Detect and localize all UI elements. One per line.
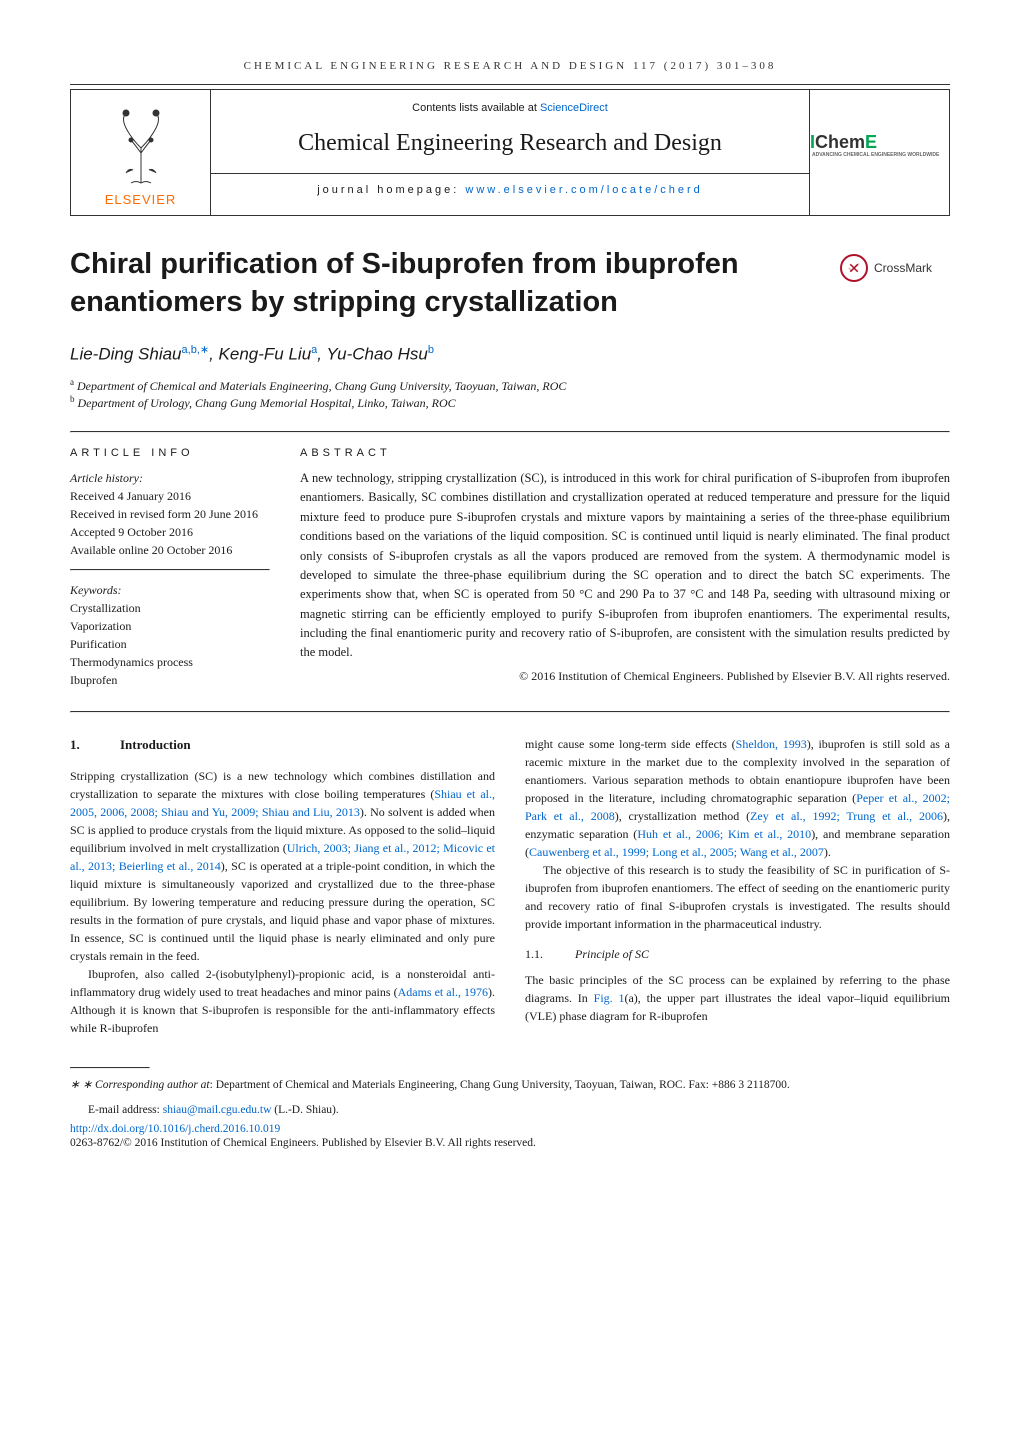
running-head: CHEMICAL ENGINEERING RESEARCH AND DESIGN…	[70, 60, 950, 84]
journal-name: Chemical Engineering Research and Design	[211, 122, 809, 173]
aff-b-text: Department of Urology, Chang Gung Memori…	[75, 396, 456, 410]
title-row: Chiral purification of S-ibuprofen from …	[70, 246, 950, 321]
abstract-copyright: © 2016 Institution of Chemical Engineers…	[300, 669, 950, 684]
elsevier-label: ELSEVIER	[105, 192, 177, 207]
icheme-logo-cell: IChemEADVANCING CHEMICAL ENGINEERING WOR…	[809, 90, 949, 215]
accepted: Accepted 9 October 2016	[70, 523, 270, 541]
icheme-e: E	[865, 132, 877, 152]
ref-adams[interactable]: Adams et al., 1976	[398, 985, 488, 999]
received: Received 4 January 2016	[70, 487, 270, 505]
icheme-logo: IChemEADVANCING CHEMICAL ENGINEERING WOR…	[810, 132, 949, 174]
section-1-title: Introduction	[120, 735, 191, 755]
email-line: E-mail address: shiau@mail.cgu.edu.tw (L…	[70, 1102, 950, 1119]
sciencedirect-link[interactable]: ScienceDirect	[540, 102, 608, 114]
icheme-sub: ADVANCING CHEMICAL ENGINEERING WORLDWIDE	[812, 153, 939, 158]
author-2: , Keng-Fu Liu	[209, 345, 311, 364]
subsection-1-1: 1.1. Principle of SC	[525, 945, 950, 963]
abstract-col: ABSTRACT A new technology, stripping cry…	[300, 447, 950, 689]
info-abstract-row: ARTICLE INFO Article history: Received 4…	[70, 447, 950, 689]
header-rule	[70, 84, 950, 85]
page: CHEMICAL ENGINEERING RESEARCH AND DESIGN…	[0, 0, 1020, 1209]
article-info-heading: ARTICLE INFO	[70, 447, 270, 459]
author-3: , Yu-Chao Hsu	[317, 345, 428, 364]
email-link[interactable]: shiau@mail.cgu.edu.tw	[163, 1104, 272, 1116]
author-3-sup[interactable]: b	[428, 344, 434, 356]
contents-prefix: Contents lists available at	[412, 102, 540, 114]
para-2-left: Ibuprofen, also called 2-(isobutylphenyl…	[70, 965, 495, 1037]
kw3: Purification	[70, 635, 270, 653]
affiliations: a Department of Chemical and Materials E…	[70, 377, 950, 411]
affiliation-a: a Department of Chemical and Materials E…	[70, 377, 950, 394]
aff-a-text: Department of Chemical and Materials Eng…	[74, 379, 566, 393]
crossmark-label: CrossMark	[874, 261, 932, 275]
email-label: E-mail address:	[88, 1104, 163, 1116]
ref-fig1[interactable]: Fig. 1	[594, 991, 625, 1005]
ref-sheldon[interactable]: Sheldon, 1993	[736, 737, 807, 751]
sub-1-1-title: Principle of SC	[575, 945, 649, 963]
info-divider-top	[70, 431, 950, 433]
kw4: Thermodynamics process	[70, 653, 270, 671]
elsevier-tree-icon	[101, 98, 181, 188]
kw2: Vaporization	[70, 617, 270, 635]
contents-line: Contents lists available at ScienceDirec…	[211, 90, 809, 122]
corr-label: ∗ Corresponding author at	[83, 1079, 210, 1091]
kw5: Ibuprofen	[70, 671, 270, 689]
history-label: Article history:	[70, 469, 270, 487]
ref-zey[interactable]: Zey et al., 1992; Trung et al., 2006	[750, 809, 943, 823]
homepage-prefix: journal homepage:	[317, 184, 465, 196]
kw1: Crystallization	[70, 599, 270, 617]
para-1: Stripping crystallization (SC) is a new …	[70, 767, 495, 965]
journal-center: Contents lists available at ScienceDirec…	[211, 90, 809, 215]
author-1: Lie-Ding Shiau	[70, 345, 182, 364]
corr-star: ∗	[70, 1079, 83, 1091]
abstract-text: A new technology, stripping crystallizat…	[300, 469, 950, 663]
crossmark-badge[interactable]: CrossMark	[840, 254, 950, 282]
para-4: The basic principles of the SC process c…	[525, 971, 950, 1025]
ref-huh[interactable]: Huh et al., 2006; Kim et al., 2010	[637, 827, 811, 841]
ref-cauwenberg[interactable]: Cauwenberg et al., 1999; Long et al., 20…	[529, 845, 824, 859]
journal-header-box: ELSEVIER Contents lists available at Sci…	[70, 89, 950, 216]
affiliation-b: b Department of Urology, Chang Gung Memo…	[70, 394, 950, 411]
sub-1-1-num: 1.1.	[525, 945, 575, 963]
copyright-line: 0263-8762/© 2016 Institution of Chemical…	[70, 1137, 950, 1149]
section-1-num: 1.	[70, 735, 120, 755]
email-suffix: (L.-D. Shiau).	[271, 1104, 338, 1116]
body-divider	[70, 711, 950, 713]
revised: Received in revised form 20 June 2016	[70, 505, 270, 523]
doi-line: http://dx.doi.org/10.1016/j.cherd.2016.1…	[70, 1123, 950, 1135]
footnote-rule	[70, 1067, 150, 1069]
authors: Lie-Ding Shiaua,b,∗, Keng-Fu Liua, Yu-Ch…	[70, 343, 950, 365]
online: Available online 20 October 2016	[70, 541, 270, 559]
icheme-chem: Chem	[815, 132, 865, 152]
para-3: The objective of this research is to stu…	[525, 861, 950, 933]
body-col-left: 1. Introduction Stripping crystallizatio…	[70, 735, 495, 1037]
article-info-col: ARTICLE INFO Article history: Received 4…	[70, 447, 270, 689]
corr-text: : Department of Chemical and Materials E…	[210, 1079, 790, 1091]
doi-link[interactable]: http://dx.doi.org/10.1016/j.cherd.2016.1…	[70, 1123, 280, 1135]
crossmark-icon	[840, 254, 868, 282]
abstract-heading: ABSTRACT	[300, 447, 950, 459]
article-title: Chiral purification of S-ibuprofen from …	[70, 246, 820, 321]
elsevier-logo-cell: ELSEVIER	[71, 90, 211, 215]
article-history: Article history: Received 4 January 2016…	[70, 469, 270, 559]
author-1-sup[interactable]: a,b,∗	[182, 344, 210, 356]
keywords-label: Keywords:	[70, 581, 270, 599]
info-sub-divider	[70, 569, 270, 571]
keywords-block: Keywords: Crystallization Vaporization P…	[70, 581, 270, 689]
body-col-right: might cause some long-term side effects …	[525, 735, 950, 1037]
para-2-right: might cause some long-term side effects …	[525, 735, 950, 861]
homepage-link[interactable]: www.elsevier.com/locate/cherd	[465, 184, 702, 196]
journal-homepage: journal homepage: www.elsevier.com/locat…	[211, 173, 809, 206]
corresponding-author: ∗ ∗ Corresponding author at: Department …	[70, 1077, 950, 1094]
section-1-heading: 1. Introduction	[70, 735, 495, 755]
body-columns: 1. Introduction Stripping crystallizatio…	[70, 735, 950, 1037]
